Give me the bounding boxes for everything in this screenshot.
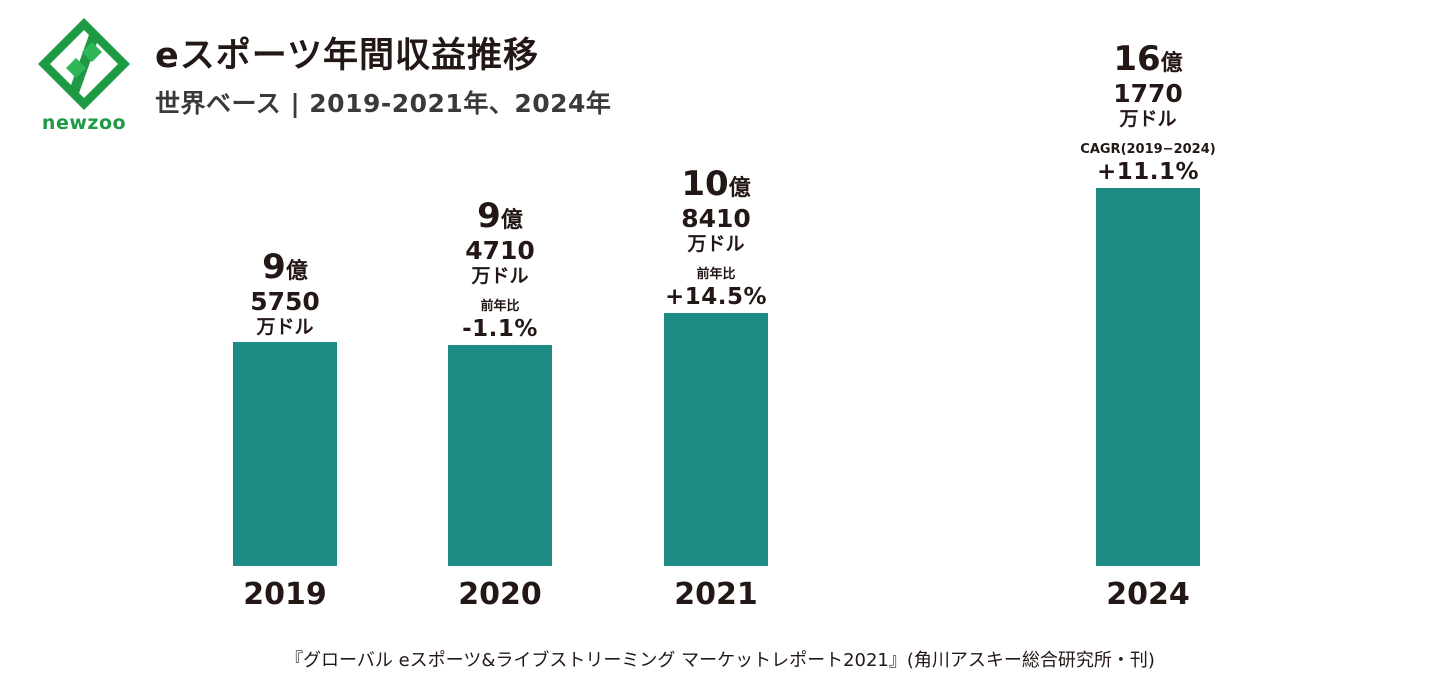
value-unit-2021: 万ドル [687,233,745,255]
change-value-2020: -1.1% [462,316,538,342]
bar-2021 [664,313,768,566]
x-tick-2021: 2021 [674,577,758,612]
value-unit-2020: 万ドル [471,265,529,287]
value-oku-2019: 9億 [195,250,375,289]
value-oku-number: 16 [1113,39,1161,79]
change-label-2020: 前年比 [480,299,520,314]
source-citation: 『グローバル eスポーツ&ライブストリーミング マーケットレポート2021』(角… [285,650,1155,671]
value-oku-2021: 10億 [626,167,806,206]
logo-text: newzoo [41,112,127,134]
value-oku-unit: 億 [728,176,751,201]
change-label-2021: 前年比 [696,267,736,282]
change-value-2024: +11.1% [1096,159,1200,185]
value-man-2024: 1770 [1113,79,1183,108]
value-oku-unit: 億 [285,259,308,284]
value-oku-2020: 9億 [410,199,590,238]
bar-2019 [233,342,337,566]
value-unit-2019: 万ドル [256,316,314,338]
x-tick-2024: 2024 [1106,577,1190,612]
value-oku-2024: 16億 [1058,42,1238,81]
x-tick-2020: 2020 [458,577,542,612]
chart-subtitle: 世界ベース | 2019-2021年、2024年 [155,89,612,118]
data-label-2020: 9億 4710 万ドル 前年比 -1.1% [410,199,590,342]
data-label-2019: 9億 5750 万ドル [195,250,375,339]
value-man-2021: 8410 [681,204,751,233]
value-unit-2024: 万ドル [1119,108,1177,130]
value-oku-number: 9 [262,247,286,287]
newzoo-logo: newzoo [34,16,134,134]
bar-2020 [448,345,552,566]
value-oku-number: 9 [477,196,501,236]
value-oku-number: 10 [681,164,729,204]
data-label-2021: 10億 8410 万ドル 前年比 +14.5% [626,167,806,310]
data-label-2024: 16億 1770 万ドル CAGR(2019−2024) +11.1% [1058,42,1238,185]
value-oku-unit: 億 [1160,51,1183,76]
bar-2024 [1096,188,1200,566]
chart-title: eスポーツ年間収益推移 [155,36,540,76]
change-value-2021: +14.5% [664,284,768,310]
newzoo-logo-icon [38,18,130,110]
change-label-2024: CAGR(2019−2024) [1080,142,1216,157]
value-man-2020: 4710 [465,236,535,265]
value-man-2019: 5750 [250,287,320,316]
x-tick-2019: 2019 [243,577,327,612]
value-oku-unit: 億 [500,208,523,233]
